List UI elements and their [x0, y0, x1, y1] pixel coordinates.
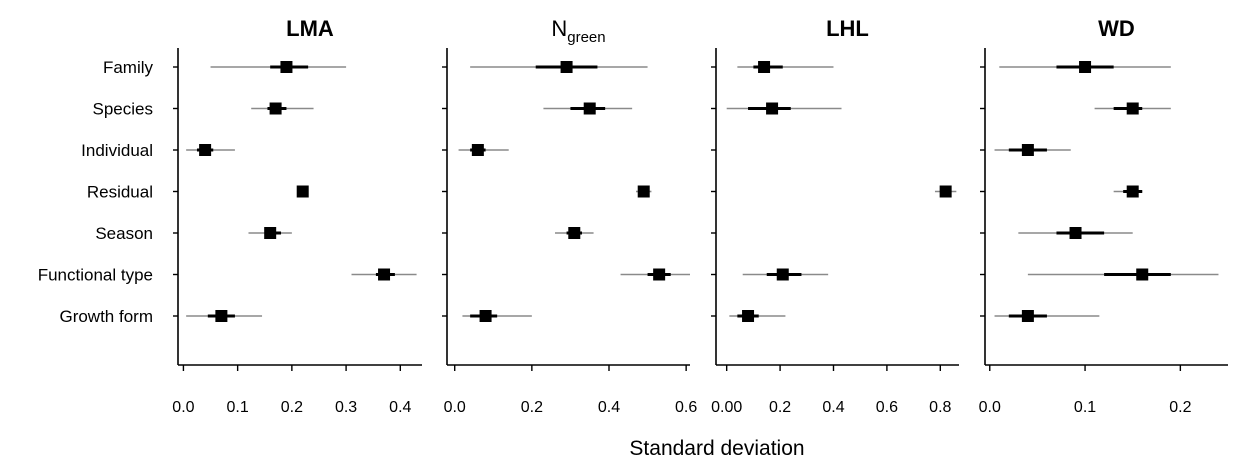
point-estimate: [479, 310, 492, 322]
x-tick-label: 0.0: [444, 399, 466, 416]
point-estimate: [1126, 185, 1139, 198]
x-tick-label: 0.1: [227, 399, 249, 416]
point-estimate: [583, 102, 596, 115]
point-estimate: [758, 61, 771, 73]
category-label: Residual: [87, 183, 153, 202]
category-label: Functional type: [38, 266, 153, 285]
point-estimate: [1069, 227, 1082, 239]
point-estimate: [296, 185, 309, 198]
x-tick-label: 0.8: [929, 399, 951, 416]
category-label: Individual: [81, 141, 153, 160]
point-estimate: [378, 268, 391, 281]
x-tick-label: 0.00: [711, 399, 742, 416]
x-axis-title: Standard deviation: [629, 437, 804, 460]
point-estimate: [766, 102, 779, 115]
point-estimate: [215, 310, 228, 322]
panel-title: WD: [1098, 16, 1135, 41]
point-estimate: [568, 227, 581, 239]
point-estimate: [269, 102, 282, 115]
point-estimate: [653, 268, 666, 281]
category-label: Species: [93, 100, 153, 119]
point-estimate: [1021, 144, 1034, 156]
category-label: Family: [103, 58, 154, 77]
point-estimate: [742, 310, 755, 322]
x-tick-label: 0.6: [675, 399, 697, 416]
panel-title: Ngreen: [551, 16, 605, 46]
category-label: Season: [95, 224, 153, 243]
x-tick-label: 0.6: [876, 399, 898, 416]
x-tick-label: 0.4: [389, 399, 411, 416]
x-tick-label: 0.4: [598, 399, 620, 416]
panel-title-subscript: green: [567, 29, 605, 46]
panel-title: LHL: [826, 16, 869, 41]
point-estimate: [776, 268, 789, 281]
x-tick-label: 0.2: [521, 399, 543, 416]
point-estimate: [199, 144, 212, 156]
point-estimate: [637, 185, 650, 198]
point-estimate: [939, 185, 952, 198]
x-tick-label: 0.2: [769, 399, 791, 416]
point-estimate: [1079, 61, 1092, 73]
x-tick-label: 0.1: [1074, 399, 1096, 416]
x-tick-label: 0.2: [1169, 399, 1191, 416]
x-tick-label: 0.2: [281, 399, 303, 416]
category-label: Growth form: [59, 307, 153, 326]
panel-title: LMA: [286, 16, 334, 41]
x-tick-label: 0.4: [822, 399, 844, 416]
point-estimate: [280, 61, 293, 73]
point-estimate: [471, 144, 484, 156]
x-tick-label: 0.0: [979, 399, 1001, 416]
point-estimate: [1021, 310, 1034, 322]
point-estimate: [560, 61, 573, 73]
x-tick-label: 0.3: [335, 399, 357, 416]
x-tick-label: 0.0: [172, 399, 194, 416]
point-estimate: [1126, 102, 1139, 115]
point-estimate: [1136, 268, 1149, 281]
point-estimate: [264, 227, 277, 239]
